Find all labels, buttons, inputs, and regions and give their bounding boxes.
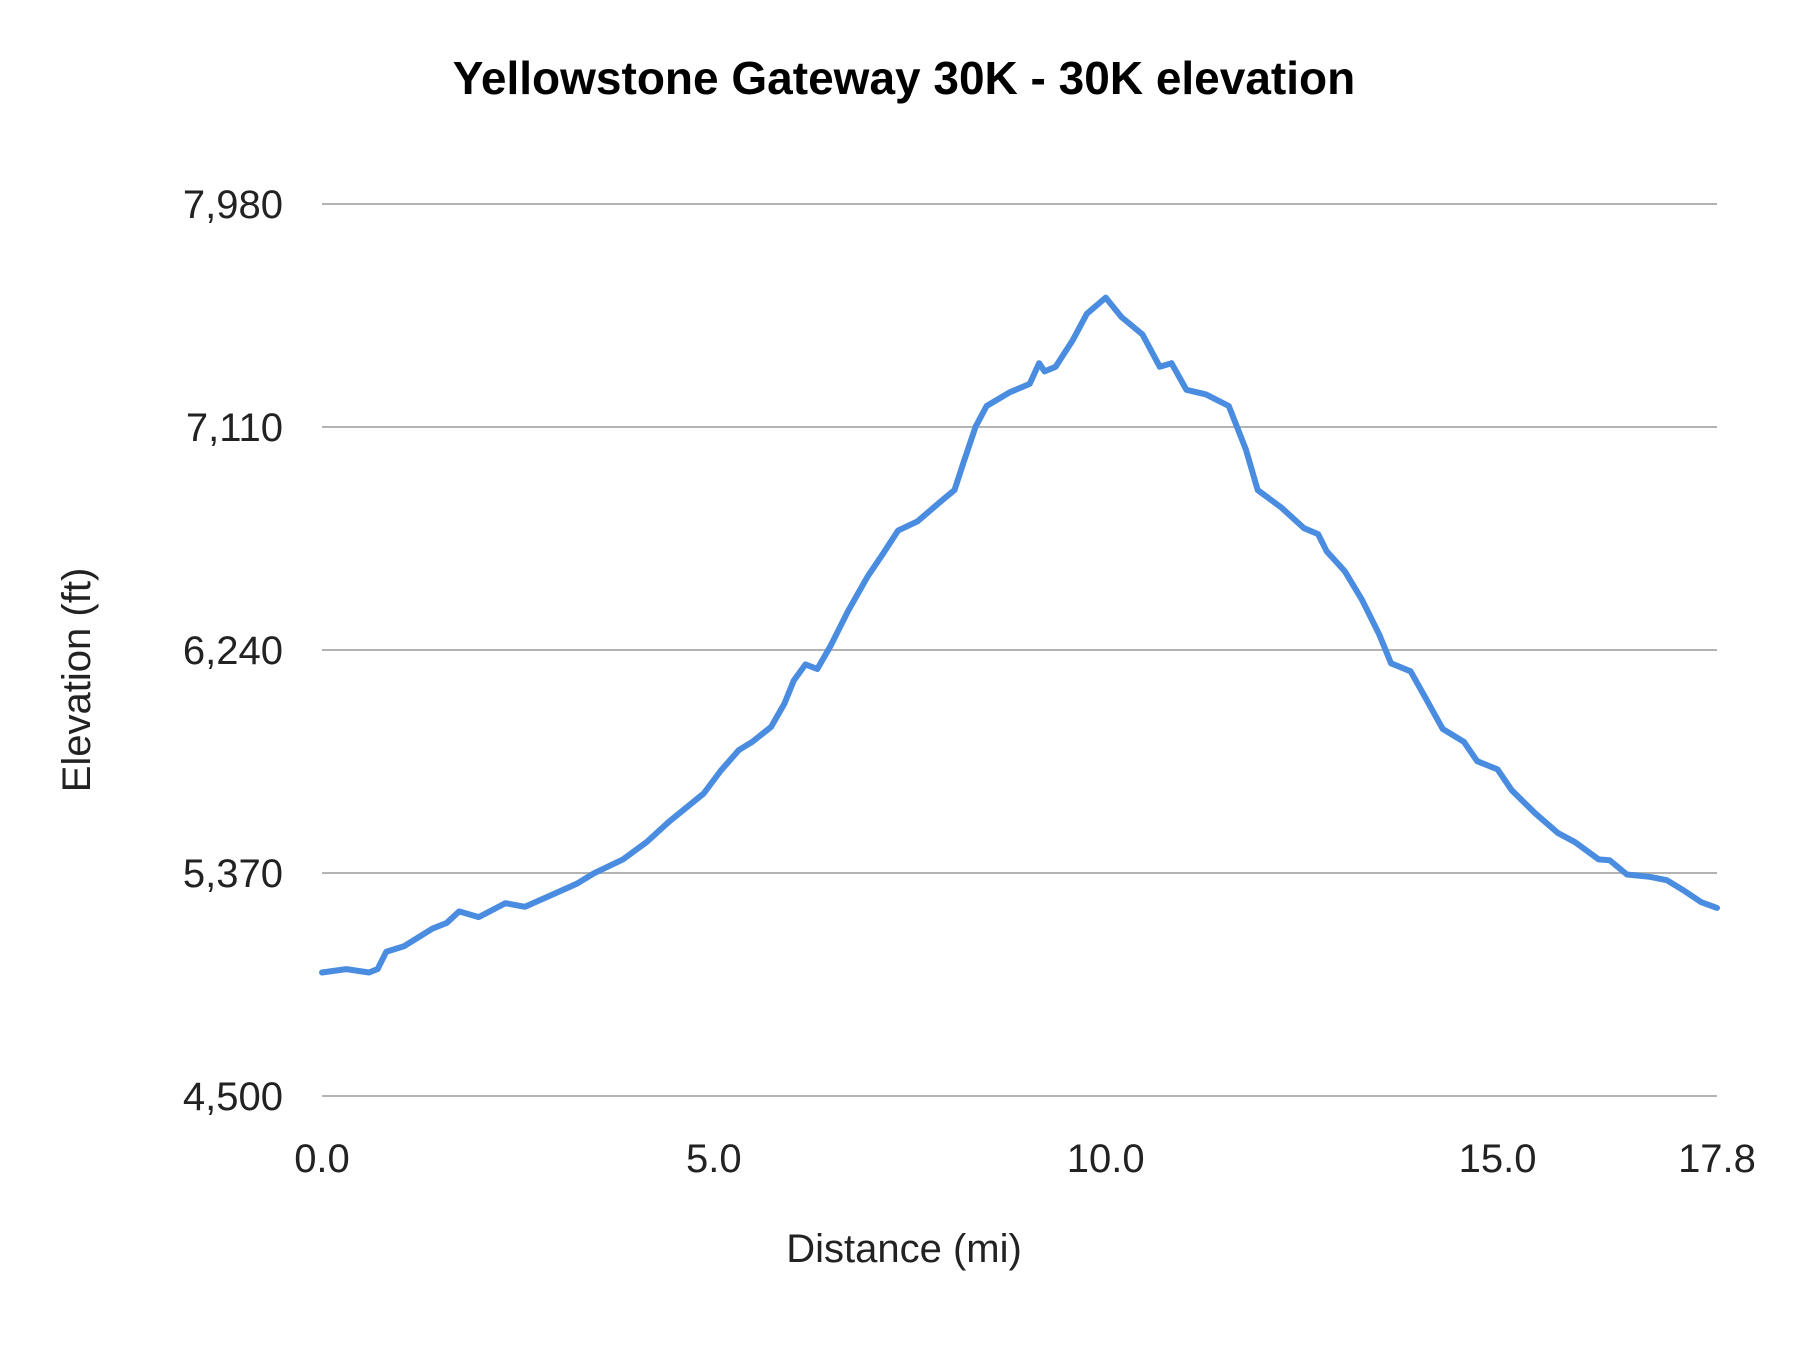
y-tick-label: 7,980 bbox=[183, 183, 283, 227]
x-tick-label: 10.0 bbox=[1067, 1137, 1145, 1181]
x-tick-label: 15.0 bbox=[1459, 1137, 1537, 1181]
y-tick-label: 5,370 bbox=[183, 852, 283, 896]
y-axis-label: Elevation (ft) bbox=[55, 568, 99, 793]
x-tick-label: 17.8 bbox=[1678, 1137, 1756, 1181]
gridlines bbox=[322, 203, 1717, 1097]
y-tick-label: 7,110 bbox=[186, 406, 283, 450]
y-tick-label: 6,240 bbox=[183, 629, 283, 673]
y-tick-label: 4,500 bbox=[183, 1075, 283, 1119]
x-tick-label: 0.0 bbox=[294, 1137, 350, 1181]
x-tick-labels: 0.0 5.0 10.0 15.0 17.8 bbox=[294, 1137, 1756, 1181]
elevation-line bbox=[319, 294, 1720, 976]
x-axis-label: Distance (mi) bbox=[786, 1227, 1022, 1271]
chart-title: Yellowstone Gateway 30K - 30K elevation bbox=[453, 52, 1355, 104]
y-tick-labels: 4,500 5,370 6,240 7,110 7,980 bbox=[183, 183, 283, 1119]
x-tick-label: 5.0 bbox=[686, 1137, 742, 1181]
